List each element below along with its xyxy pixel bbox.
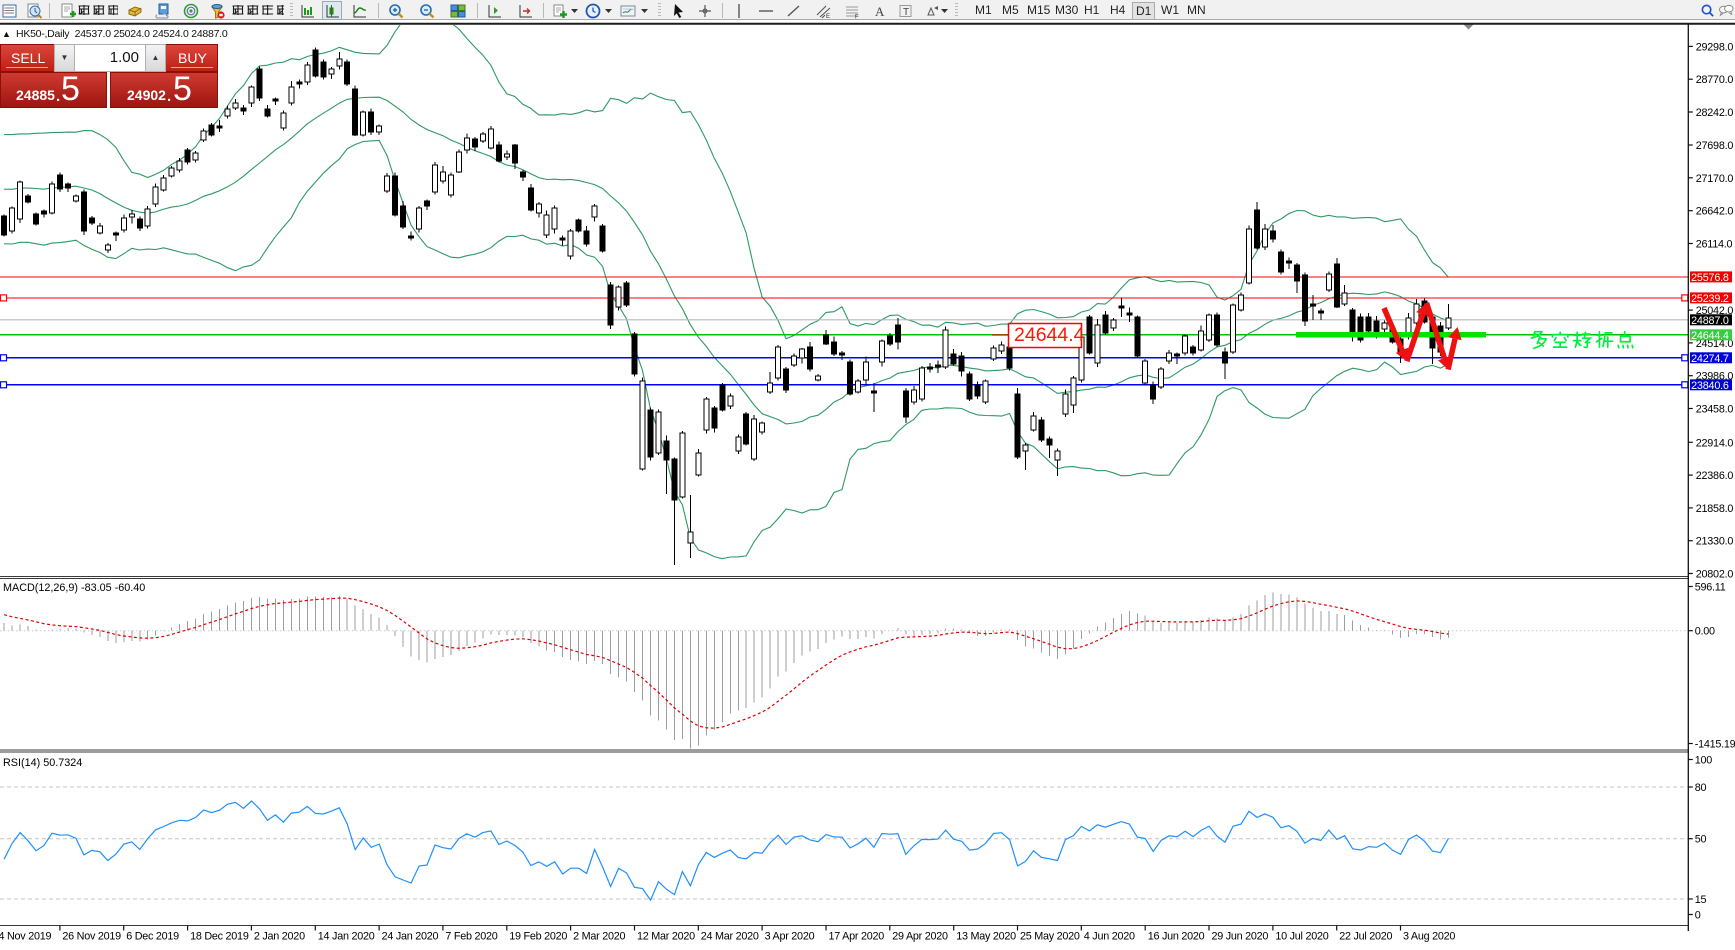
svg-text:17 Apr 2020: 17 Apr 2020 bbox=[829, 931, 885, 943]
svg-text:24274.7: 24274.7 bbox=[1691, 353, 1729, 365]
svg-text:F: F bbox=[855, 15, 859, 20]
svg-text:25 May 2020: 25 May 2020 bbox=[1020, 931, 1080, 943]
svg-text:A: A bbox=[875, 4, 885, 19]
svg-text:26642.0: 26642.0 bbox=[1696, 206, 1734, 218]
svg-text:RSI(14) 50.7324: RSI(14) 50.7324 bbox=[3, 757, 82, 769]
svg-text:2 Jan 2020: 2 Jan 2020 bbox=[254, 931, 305, 943]
svg-text:18 Dec 2019: 18 Dec 2019 bbox=[190, 931, 249, 943]
svg-text:12 Mar 2020: 12 Mar 2020 bbox=[637, 931, 695, 943]
svg-text:22914.0: 22914.0 bbox=[1696, 437, 1734, 449]
svg-text:28242.0: 28242.0 bbox=[1696, 107, 1734, 119]
svg-text:19 Feb 2020: 19 Feb 2020 bbox=[509, 931, 567, 943]
svg-text:6 Dec 2019: 6 Dec 2019 bbox=[126, 931, 179, 943]
svg-text:27170.0: 27170.0 bbox=[1696, 173, 1734, 185]
svg-text:25576.8: 25576.8 bbox=[1691, 272, 1729, 284]
svg-text:21858.0: 21858.0 bbox=[1696, 503, 1734, 515]
svg-text:23458.0: 23458.0 bbox=[1696, 404, 1734, 416]
svg-text:26 Nov 2019: 26 Nov 2019 bbox=[62, 931, 121, 943]
svg-text:23840.6: 23840.6 bbox=[1691, 380, 1729, 392]
svg-text:24 Jan 2020: 24 Jan 2020 bbox=[382, 931, 439, 943]
svg-text:26114.0: 26114.0 bbox=[1696, 239, 1733, 251]
svg-text:13 May 2020: 13 May 2020 bbox=[956, 931, 1016, 943]
svg-text:24514.0: 24514.0 bbox=[1696, 338, 1734, 350]
svg-text:25239.2: 25239.2 bbox=[1691, 293, 1729, 305]
svg-text:E: E bbox=[826, 14, 830, 19]
svg-text:7 Feb 2020: 7 Feb 2020 bbox=[445, 931, 497, 943]
svg-text:29 Apr 2020: 29 Apr 2020 bbox=[892, 931, 948, 943]
svg-text:22386.0: 22386.0 bbox=[1696, 470, 1734, 482]
svg-text:10 Jul 2020: 10 Jul 2020 bbox=[1275, 931, 1328, 943]
svg-text:14 Jan 2020: 14 Jan 2020 bbox=[318, 931, 375, 943]
svg-text:15: 15 bbox=[1695, 894, 1707, 906]
svg-text:100: 100 bbox=[1695, 755, 1713, 767]
svg-text:24644.4: 24644.4 bbox=[1691, 330, 1729, 342]
svg-text:0.00: 0.00 bbox=[1695, 626, 1715, 638]
svg-text:28770.0: 28770.0 bbox=[1696, 74, 1734, 86]
svg-text:80: 80 bbox=[1695, 782, 1707, 794]
svg-text:24644.4: 24644.4 bbox=[1014, 324, 1085, 346]
svg-text:27698.0: 27698.0 bbox=[1696, 140, 1734, 152]
svg-text:29298.0: 29298.0 bbox=[1696, 41, 1734, 53]
svg-text:0: 0 bbox=[1695, 910, 1701, 922]
svg-text:4 Jun 2020: 4 Jun 2020 bbox=[1084, 931, 1135, 943]
svg-text:3 Apr 2020: 3 Apr 2020 bbox=[765, 931, 815, 943]
svg-text:16 Jun 2020: 16 Jun 2020 bbox=[1148, 931, 1205, 943]
svg-text:22 Jul 2020: 22 Jul 2020 bbox=[1339, 931, 1392, 943]
svg-text:50: 50 bbox=[1695, 834, 1707, 846]
svg-text:25042.0: 25042.0 bbox=[1696, 305, 1734, 317]
svg-text:596.11: 596.11 bbox=[1695, 582, 1726, 594]
svg-text:MACD(12,26,9) -83.05 -60.40: MACD(12,26,9) -83.05 -60.40 bbox=[3, 582, 145, 594]
svg-text:3 Aug 2020: 3 Aug 2020 bbox=[1403, 931, 1455, 943]
svg-text:2 Mar 2020: 2 Mar 2020 bbox=[573, 931, 625, 943]
svg-text:20802.0: 20802.0 bbox=[1696, 569, 1734, 581]
svg-text:T: T bbox=[903, 7, 909, 18]
svg-text:21330.0: 21330.0 bbox=[1696, 536, 1734, 548]
svg-text:24887.0: 24887.0 bbox=[1691, 315, 1729, 327]
svg-text:24 Mar 2020: 24 Mar 2020 bbox=[701, 931, 759, 943]
svg-text:4 Nov 2019: 4 Nov 2019 bbox=[0, 931, 51, 943]
svg-text:29 Jun 2020: 29 Jun 2020 bbox=[1212, 931, 1269, 943]
svg-text:-1415.19: -1415.19 bbox=[1695, 739, 1735, 751]
